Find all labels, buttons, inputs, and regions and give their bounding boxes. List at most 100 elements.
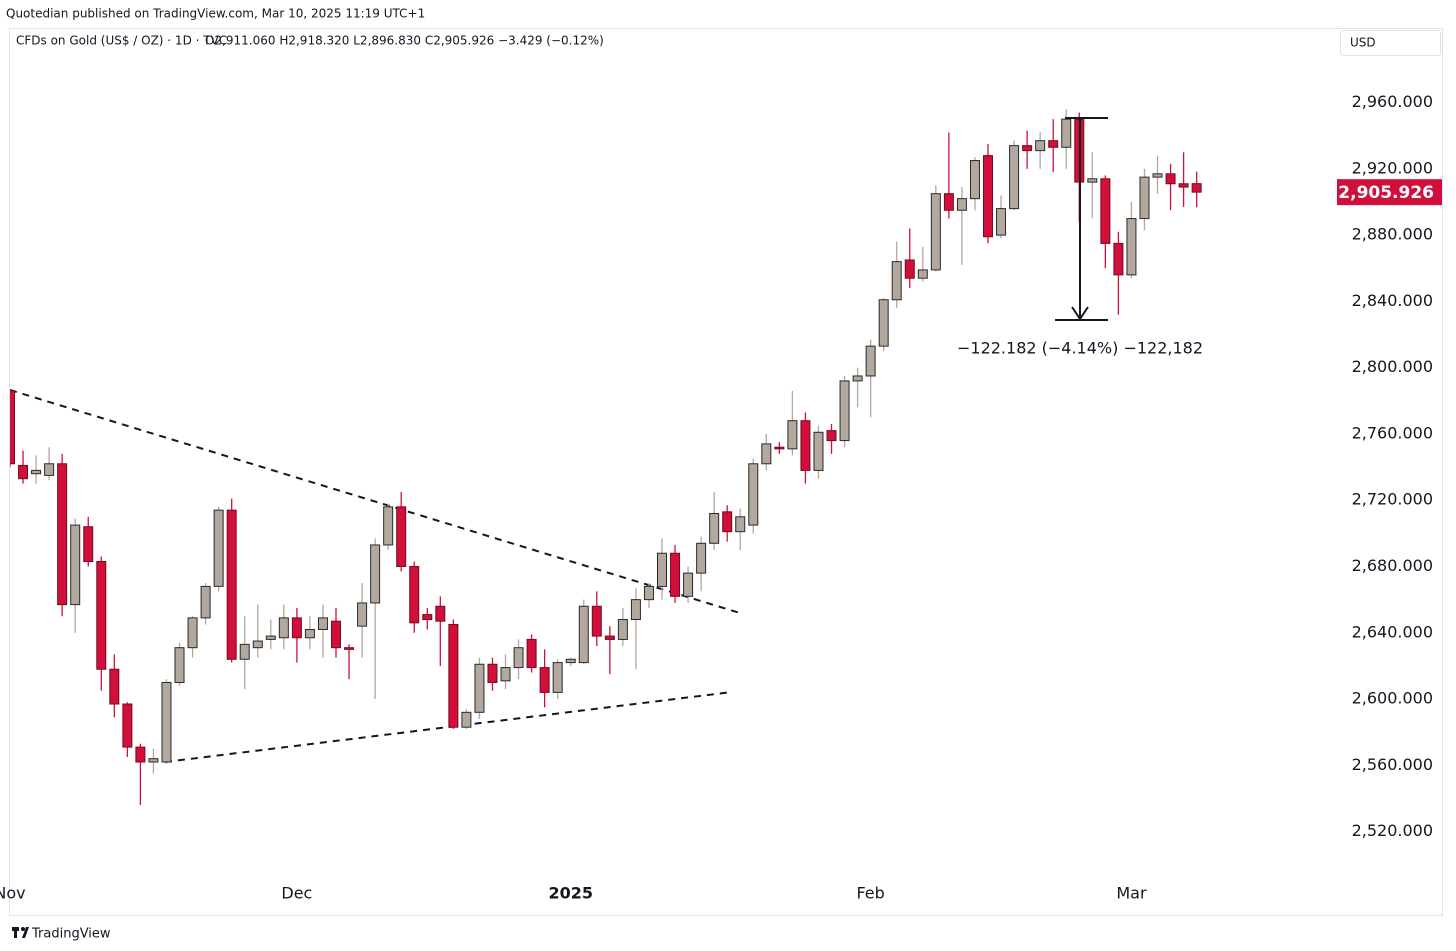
candle-body [109,668,120,705]
candle-body [187,617,198,649]
x-tick-label: Nov [0,884,26,903]
candle-body [57,463,68,606]
candle-body [370,544,381,604]
candle-body [787,420,798,450]
trend-line [10,389,741,614]
y-tick-label: 2,760.000 [1352,423,1433,442]
last-price-marker [1337,179,1442,206]
candle-body [1165,173,1176,185]
candle-body [435,605,446,622]
y-tick-label: 2,600.000 [1352,689,1433,708]
y-tick-label: 2,640.000 [1352,622,1433,641]
x-tick-label: 2025 [548,884,593,903]
candle-body [983,155,993,238]
candle-body [670,552,681,597]
x-tick-label: Dec [281,884,312,903]
candle-body [774,446,785,450]
candle-body [630,599,641,621]
candle-body [461,711,472,728]
candle-body [996,208,1007,236]
candle-body [552,662,563,693]
candle-body [839,380,850,442]
chart-frame [9,28,1443,916]
candle-body [1139,176,1150,220]
candle-body [813,431,824,471]
trend-line [164,691,733,763]
candle-body [969,160,980,200]
drawings [10,389,741,763]
footer-brand: TradingView [31,927,111,942]
candle-body [83,526,94,563]
candle-body [18,464,29,480]
y-tick-label: 2,680.000 [1352,556,1433,575]
candle-body [617,619,628,640]
candle-body [1178,183,1189,188]
candle-body [239,643,250,660]
candle-body [930,193,941,271]
candle-body [1022,145,1033,152]
measure-tool [1055,117,1108,321]
candle-body [578,605,589,664]
candle-body [344,647,355,650]
candle-body [500,667,511,682]
candle-body [800,420,811,471]
currency-box[interactable] [1340,30,1441,56]
measure-label: −122.182 (−4.14%) −122,182 [957,339,1203,358]
candle-body [331,620,341,649]
candle-body [409,565,420,624]
y-tick-label: 2,840.000 [1352,291,1433,310]
candle-body [317,617,328,630]
candle-body [657,552,667,587]
candle-body [1126,218,1137,276]
candle-body [1152,173,1163,178]
candle-body [487,663,498,683]
candle-body [422,614,433,621]
candle-body [761,443,772,465]
candle-body [943,193,954,211]
candle-body [278,617,289,639]
candle-body [735,516,746,533]
candle-body [291,617,302,639]
candle-body [10,390,15,465]
candle-body [135,746,146,763]
candle-body [148,758,159,763]
candle-body [252,640,263,649]
candle-body [891,261,902,301]
candle-body [722,511,733,533]
candle-body [96,561,107,670]
footer-logo [12,927,29,938]
currency: USD [1350,36,1376,50]
candle-body [265,635,276,640]
candle-body [122,703,133,748]
y-tick-label: 2,560.000 [1352,755,1433,774]
candle-body [226,509,237,660]
candle-body [1009,145,1020,210]
candle-body [1087,178,1098,183]
candles [10,109,1202,806]
candle-body [526,638,537,669]
candle-body [1061,118,1072,148]
candle-body [200,585,211,619]
candle-body [1048,140,1059,148]
y-tick-label: 2,520.000 [1352,821,1433,840]
x-tick-label: Mar [1116,884,1147,903]
candle-body [383,506,394,546]
candle-body [1113,242,1124,276]
y-tick-label: 2,880.000 [1352,225,1433,244]
candle-body [1191,183,1202,193]
candle-body [448,623,459,728]
candle-body [852,375,863,382]
candle-body [865,345,876,377]
candle-body [917,269,928,279]
publish-note: Quotedian published on TradingView.com, … [6,7,425,21]
ohlc-legend: O2,911.060 H2,918.320 L2,896.830 C2,905.… [205,34,604,48]
y-tick-label: 2,960.000 [1352,92,1433,111]
y-tick-label: 2,800.000 [1352,357,1433,376]
last-price-label: 2,905.926 [1338,183,1434,203]
candle-body [683,572,694,597]
candle-body [565,658,576,664]
candle-body [31,469,42,475]
candle-body [213,509,224,587]
candle-body [539,667,550,693]
